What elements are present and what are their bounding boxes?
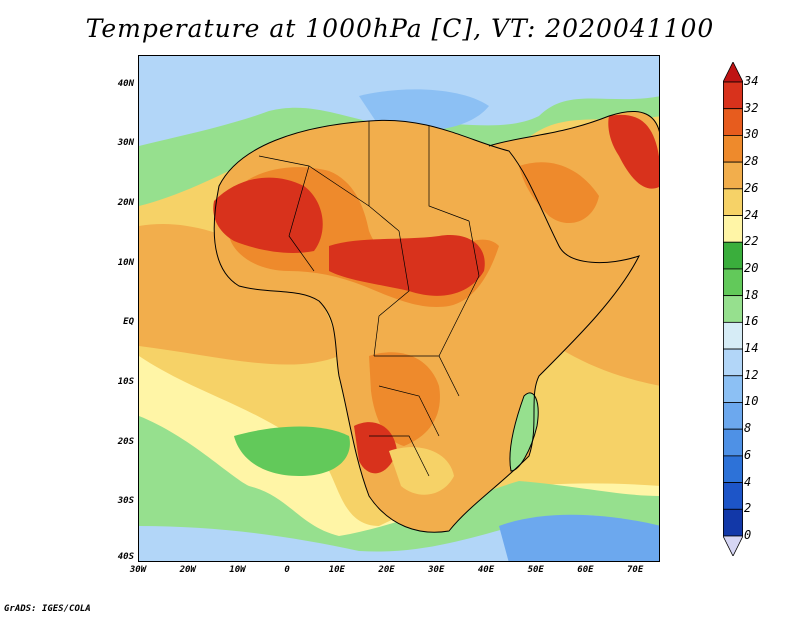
colorbar-level-label: 6: [744, 447, 752, 462]
country-borders: [258, 121, 480, 477]
colorbar-min-cap: [723, 535, 743, 556]
colorbar-bin: [723, 508, 743, 537]
colorbar-bin: [723, 241, 743, 270]
colorbar-bin: [723, 402, 743, 430]
colorbar-level-label: 18: [744, 287, 759, 302]
namibia-hot-core: [354, 422, 397, 474]
colorbar-bin: [723, 188, 743, 216]
y-tick-label: 20S: [117, 436, 134, 447]
madagascar: [509, 392, 539, 471]
plot-title: Temperature at 1000hPa [C], VT: 20200411…: [85, 14, 715, 43]
colorbar-level-label: 24: [744, 207, 759, 222]
colorbar-level-label: 2: [744, 501, 752, 516]
colorbar-level-label: 12: [744, 367, 759, 382]
colorbar-bin: [723, 321, 743, 350]
y-tick-label: EQ: [123, 317, 134, 328]
colorbar-bin: [723, 81, 743, 110]
x-tick-label: 60E: [577, 565, 594, 575]
colorbar-bin: [723, 455, 743, 483]
x-tick-label: 40E: [477, 565, 495, 575]
y-tick-label: 30S: [117, 496, 134, 507]
colorbar-level-label: 4: [744, 474, 752, 489]
south-africa-mild-zone: [389, 447, 454, 495]
colorbar-level-label: 0: [744, 528, 752, 542]
southern-africa-warm-zone: [369, 352, 440, 446]
colorbar-bin: [723, 428, 743, 457]
colorbar-bin: [723, 482, 743, 510]
colorbar-bin: [723, 268, 743, 297]
colorbar-level-label: 32: [744, 100, 759, 115]
colorbar-bin: [723, 135, 743, 163]
south-asia-hot-core: [608, 115, 659, 189]
colorbar-level-label: 34: [744, 74, 759, 88]
colorbar-level-label: 10: [744, 394, 759, 409]
arabia-hot-zone: [519, 162, 599, 224]
colorbar-level-label: 26: [744, 180, 759, 195]
colorbar-bin: [723, 295, 743, 323]
colorbar-level-label: 14: [744, 341, 759, 356]
colorbar: [723, 62, 743, 556]
x-tick-label: 70E: [627, 565, 644, 575]
colorbar-bin: [723, 215, 743, 243]
y-tick-label: 40N: [117, 78, 134, 89]
madagascar-coastline: [509, 392, 539, 472]
y-tick-label: 40S: [117, 552, 134, 562]
colorbar-bin: [723, 348, 743, 377]
colorbar-bin: [723, 375, 743, 403]
x-tick-label: 30W: [129, 565, 147, 575]
colorbar-level-label: 28: [744, 154, 759, 169]
colorbar-level-label: 16: [744, 314, 759, 329]
y-tick-label: 10N: [117, 257, 134, 268]
atlantic-warm-band: [139, 224, 339, 365]
x-tick-label: 30E: [428, 565, 445, 575]
x-tick-label: 10E: [328, 565, 345, 575]
temperature-field-map: [139, 56, 659, 561]
y-tick-label: 10S: [117, 377, 134, 388]
y-tick-label: 30N: [117, 138, 134, 149]
grads-credit: GrADS: IGES/COLA: [4, 604, 91, 614]
colorbar-bin: [723, 161, 743, 190]
southern-ocean-cold-patch: [499, 514, 659, 561]
x-tick-label: 0: [284, 565, 290, 575]
south-atlantic-cool-pocket: [234, 426, 350, 476]
colorbar-level-label: 30: [744, 127, 759, 142]
africa-coastline: [213, 119, 640, 533]
x-tick-label: 50E: [527, 565, 544, 575]
colorbar-level-label: 20: [744, 260, 759, 275]
colorbar-max-cap: [723, 62, 743, 83]
west-africa-hot-core: [213, 177, 323, 253]
colorbar-bin: [723, 108, 743, 136]
central-sahel-hot-core: [329, 235, 485, 296]
map-frame: [138, 55, 660, 562]
x-tick-label: 20W: [179, 565, 196, 575]
x-tick-label: 20E: [378, 565, 395, 575]
x-tick-label: 10W: [229, 565, 246, 575]
colorbar-level-label: 22: [744, 234, 759, 249]
colorbar-level-label: 8: [744, 421, 752, 436]
y-tick-label: 20N: [117, 198, 134, 209]
arabia-coastline: [488, 110, 659, 147]
